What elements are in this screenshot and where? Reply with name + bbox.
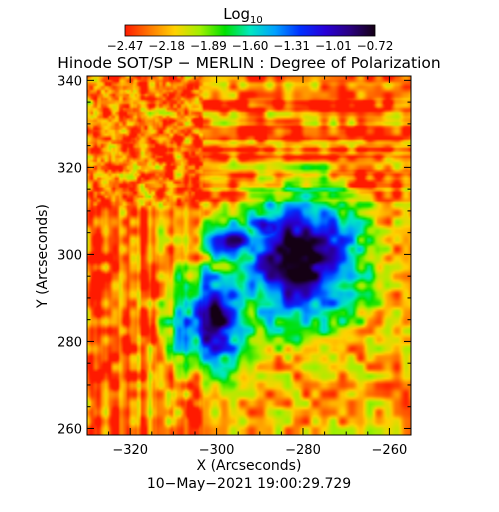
colorbar-tick-labels: −2.47 −2.18 −1.89 −1.60 −1.31 −1.01 −0.72: [107, 39, 394, 53]
colorbar-tick-label: −1.01: [315, 39, 352, 53]
y-axis: 260 280 300 320 340: [57, 74, 411, 437]
y-axis-label: Y (Arcseconds): [35, 204, 51, 309]
colorbar-tick-label: −2.18: [148, 39, 185, 53]
y-tick-label: 340: [57, 74, 82, 89]
colorbar: [124, 24, 376, 37]
x-tick-label: −300: [199, 443, 235, 458]
colorbar-tick-label: −2.47: [107, 39, 144, 53]
y-tick-label: 320: [57, 161, 82, 176]
heatmap: [87, 76, 411, 435]
timestamp: 10−May−2021 19:00:29.729: [147, 476, 351, 492]
colorbar-title: Log10: [223, 5, 263, 26]
colorbar-tick-label: −1.60: [232, 39, 269, 53]
colorbar-tick-label: −1.89: [190, 39, 227, 53]
y-tick-label: 280: [57, 335, 82, 350]
x-tick-label: −280: [285, 443, 321, 458]
x-tick-label: −320: [112, 443, 148, 458]
y-tick-label: 300: [57, 248, 82, 263]
x-axis: −320 −300 −280 −260: [86, 76, 412, 458]
x-axis-label: X (Arcseconds): [197, 458, 302, 474]
plot-frame: [86, 75, 412, 436]
x-tick-label: −260: [372, 443, 408, 458]
chart-title: Hinode SOT/SP − MERLIN : Degree of Polar…: [57, 54, 440, 72]
heatmap-image: [87, 76, 411, 435]
colorbar-tick-label: −0.72: [357, 39, 394, 53]
y-tick-label: 260: [57, 422, 82, 437]
colorbar-tick-label: −1.31: [273, 39, 310, 53]
